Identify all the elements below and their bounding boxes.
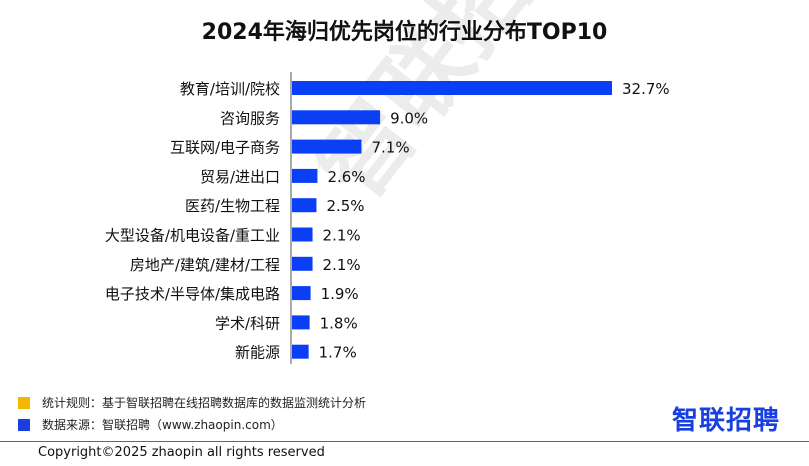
bar (292, 227, 313, 242)
bar (292, 256, 313, 271)
bar (292, 315, 310, 330)
bar (292, 110, 381, 125)
note-rule-marker (18, 396, 30, 409)
chart-title: 2024年海归优先岗位的行业分布TOP10 (201, 20, 608, 45)
zhaopin-logo: 智联招聘 (672, 406, 781, 436)
value-label: 7.1% (371, 139, 409, 157)
value-label: 1.8% (320, 314, 358, 332)
note-rule: 统计规则：基于智联招聘在线招聘数据库的数据监测统计分析 (18, 392, 366, 414)
category-label: 贸易/进出口 (200, 168, 280, 186)
category-label: 教育/培训/院校 (180, 80, 280, 98)
bar (292, 344, 309, 359)
notes: 统计规则：基于智联招聘在线招聘数据库的数据监测统计分析 数据来源：智联招聘（ww… (18, 392, 366, 436)
value-label: 1.7% (319, 344, 357, 362)
value-label: 9.0% (390, 109, 428, 127)
value-label: 2.5% (326, 197, 364, 215)
value-label: 2.6% (327, 168, 365, 186)
bar (292, 139, 362, 154)
note-source: 数据来源：智联招聘（www.zhaopin.com） (18, 414, 366, 436)
category-label: 咨询服务 (220, 109, 280, 127)
value-label: 1.9% (321, 285, 359, 303)
value-label: 2.1% (323, 227, 361, 245)
category-label: 大型设备/机电设备/重工业 (105, 227, 280, 245)
bar (292, 81, 612, 95)
category-label: 新能源 (235, 344, 280, 362)
bar-chart: 教育/培训/院校 32.7% 咨询服务 9.0% 互联网/电子商务 7.1% 贸易/进出口 2… (105, 72, 670, 364)
category-label: 医药/生物工程 (185, 197, 280, 215)
note-source-marker (18, 418, 30, 431)
note-rule-text: 统计规则：基于智联招聘在线招聘数据库的数据监测统计分析 (42, 396, 367, 410)
bar (292, 168, 318, 183)
bars: 教育/培训/院校 32.7% 咨询服务 9.0% 互联网/电子商务 7.1% 贸易/进出口 2… (105, 80, 670, 362)
bar (292, 198, 317, 213)
category-label: 学术/科研 (215, 314, 280, 332)
bar (292, 286, 311, 301)
category-label: 电子技术/半导体/集成电路 (105, 285, 280, 303)
category-label: 互联网/电子商务 (170, 139, 280, 157)
copyright-footer: Copyright©2025 zhaopin all rights reserv… (0, 441, 809, 466)
note-source-text: 数据来源：智联招聘（www.zhaopin.com） (42, 418, 283, 432)
value-label: 2.1% (323, 256, 361, 274)
value-label: 32.7% (622, 80, 670, 98)
category-label: 房地产/建筑/建材/工程 (130, 256, 280, 274)
